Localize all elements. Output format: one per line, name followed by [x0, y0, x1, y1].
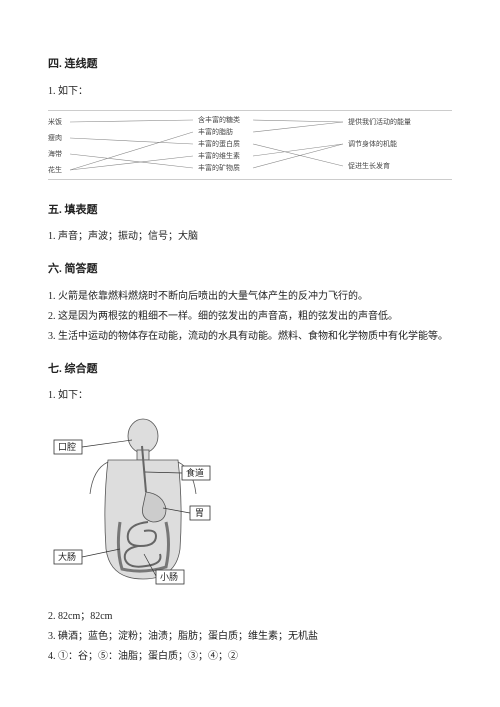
anatomy-diagram: 口腔 食道 胃 大肠 小肠	[48, 414, 452, 595]
section6-item-1: 2. 这是因为两根弦的粗细不一样。细的弦发出的声音高，粗的弦发出的声音低。	[48, 309, 452, 325]
label-mouth: 口腔	[58, 441, 76, 452]
mid-item-1: 丰富的脂肪	[198, 127, 233, 136]
section7-item1-label: 1. 如下：	[48, 388, 452, 404]
left-item-2: 海带	[48, 149, 62, 158]
mid-item-2: 丰富的蛋白质	[198, 139, 240, 148]
section5-title: 五. 填表题	[48, 202, 452, 220]
right-item-1: 调节身体的机能	[348, 139, 397, 148]
section6-title: 六. 简答题	[48, 261, 452, 279]
section7-answer-1: 3. 碘酒；蓝色；淀粉；油渍；脂肪；蛋白质；维生素；无机盐	[48, 629, 452, 645]
label-small-intestine: 小肠	[160, 572, 178, 582]
matching-diagram: 米饭 瘦肉 海带 花生 含丰富的糖类 丰富的脂肪 丰富的蛋白质 丰富的维生素 丰…	[48, 110, 452, 186]
label-esophagus: 食道	[186, 467, 204, 478]
section5-item1: 1. 声音；声波；振动；信号；大脑	[48, 229, 452, 245]
mid-item-4: 丰富的矿物质	[198, 163, 240, 172]
label-large-intestine: 大肠	[58, 551, 76, 562]
section7-title: 七. 综合题	[48, 361, 452, 379]
section6-item-0: 1. 火箭是依靠燃料燃烧时不断向后喷出的大量气体产生的反冲力飞行的。	[48, 289, 452, 305]
section7-answer-2: 4. ①：谷；⑤：油脂；蛋白质；③；④；②	[48, 649, 452, 665]
matching-svg: 米饭 瘦肉 海带 花生 含丰富的糖类 丰富的脂肪 丰富的蛋白质 丰富的维生素 丰…	[48, 110, 452, 180]
right-item-2: 促进生长发育	[348, 161, 390, 170]
mid-item-0: 含丰富的糖类	[198, 115, 240, 124]
section7-answer-0: 2. 82cm；82cm	[48, 609, 452, 625]
left-item-1: 瘦肉	[48, 133, 62, 142]
label-stomach: 胃	[195, 508, 204, 518]
section4-item1-label: 1. 如下：	[48, 84, 452, 100]
section6-item-2: 3. 生活中运动的物体存在动能，流动的水具有动能。燃料、食物和化学物质中有化学能…	[48, 329, 452, 345]
anatomy-svg: 口腔 食道 胃 大肠 小肠	[48, 414, 228, 589]
mid-item-3: 丰富的维生素	[198, 151, 240, 160]
left-item-3: 花生	[48, 165, 62, 174]
left-item-0: 米饭	[48, 117, 62, 126]
right-item-0: 提供我们活动的能量	[348, 117, 411, 126]
section4-title: 四. 连线题	[48, 56, 452, 74]
